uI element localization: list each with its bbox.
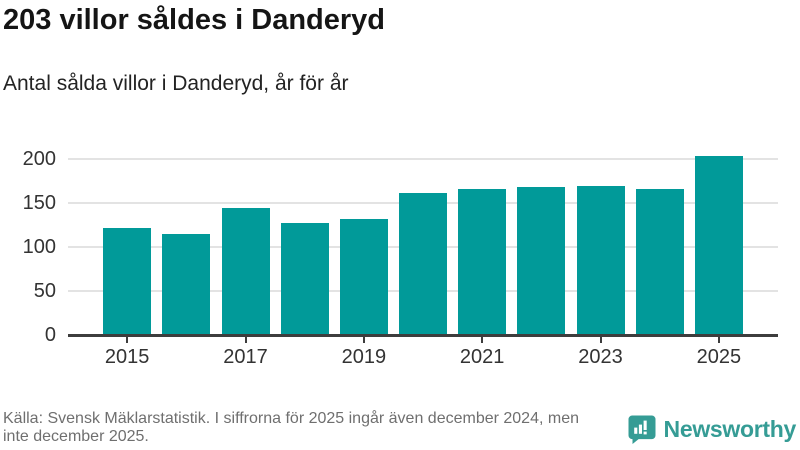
bar-2015 (103, 227, 152, 335)
chart-subtitle: Antal sålda villor i Danderyd, år för år (3, 72, 349, 95)
bar-2024 (635, 188, 684, 335)
bar-2021 (458, 188, 507, 335)
y-axis-tick-label-200: 200 (22, 148, 56, 170)
bar-2019 (339, 218, 388, 335)
x-axis-tick-label-2021: 2021 (459, 346, 505, 368)
bar-chart: 0 50 100 150 200 2015 2017 2019 2021 2023 2025 (0, 140, 800, 375)
newsworthy-logo[interactable]: Newsworthy (627, 414, 796, 444)
bar-2023 (576, 186, 625, 335)
y-axis-tick-label-100: 100 (22, 236, 56, 258)
x-axis-tick-label-2025: 2025 (696, 346, 742, 368)
source-note-line2: inte december 2025. (3, 428, 149, 445)
bar-2018 (280, 223, 329, 335)
x-axis-tick-label-2019: 2019 (341, 346, 387, 368)
x-axis-tick-label-2023: 2023 (578, 346, 623, 368)
bar-2025 (694, 156, 743, 335)
x-axis-tick-2015 (126, 336, 129, 343)
page-title: 203 villor såldes i Danderyd (3, 4, 386, 36)
y-axis-tick-label-150: 150 (22, 192, 56, 214)
source-note: Källa: Svensk Mäklarstatistik. I siffror… (3, 410, 579, 446)
y-axis-tick-label-50: 50 (33, 280, 56, 302)
x-axis-tick-2025 (717, 336, 720, 343)
x-axis-tick-2017 (244, 336, 247, 343)
x-axis-tick-label-2017: 2017 (223, 346, 268, 368)
bar-2020 (399, 193, 447, 335)
y-axis-tick-label-0: 0 (44, 324, 56, 346)
x-axis-line (68, 333, 778, 337)
x-axis-tick-2021 (481, 336, 484, 343)
x-axis-tick-2023 (599, 336, 602, 343)
gridline-200 (68, 158, 778, 160)
x-axis-tick-2019 (362, 336, 365, 343)
speech-bubble-bar-chart-icon (627, 414, 657, 444)
bar-2016 (162, 233, 211, 335)
bar-2017 (221, 208, 270, 335)
x-axis-tick-label-2015: 2015 (104, 346, 150, 368)
source-note-line1: Källa: Svensk Mäklarstatistik. I siffror… (3, 410, 579, 427)
bar-2022 (517, 187, 566, 335)
newsworthy-logo-text: Newsworthy (663, 415, 797, 442)
